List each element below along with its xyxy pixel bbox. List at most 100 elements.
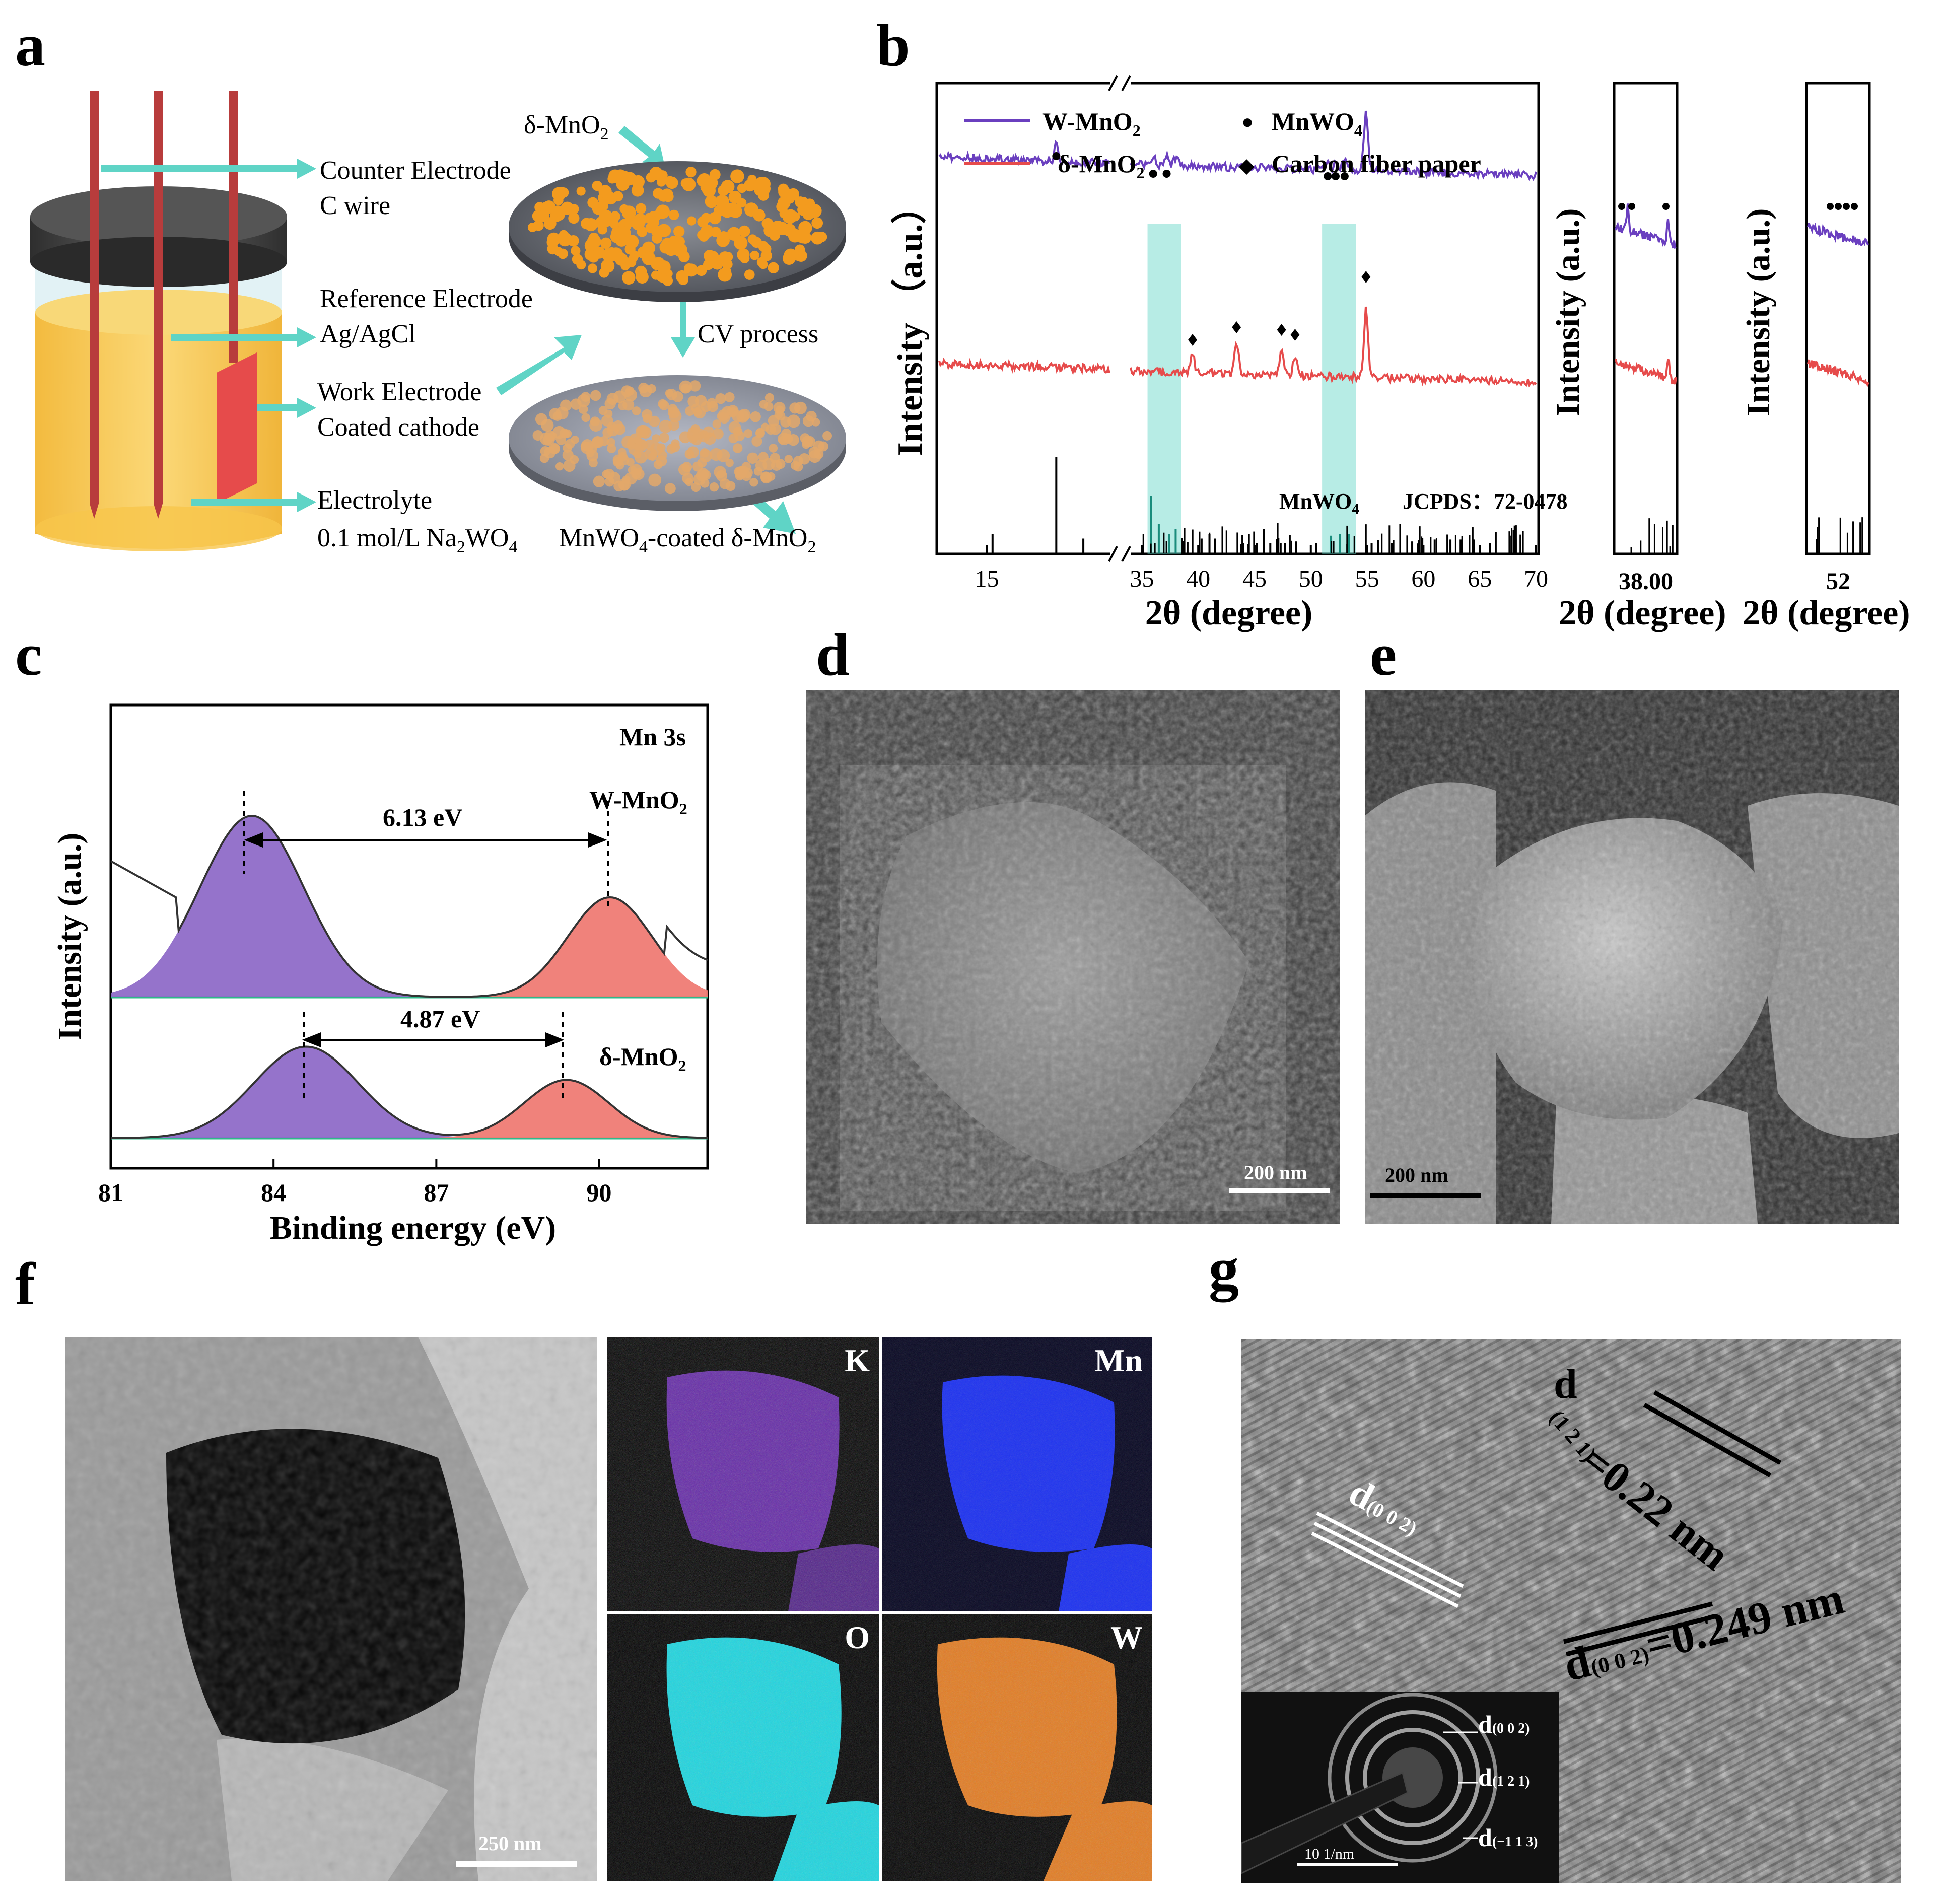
panel-label-a: a: [15, 12, 45, 79]
legend-label-delta-mno2: δ-MnO2: [1058, 150, 1145, 182]
hrtem-image-g: d (1 2 1) =0.22 nm d(0 0 2) d(0 0 2)=0.2…: [1241, 1339, 1901, 1883]
svg-text:0.1 mol/L Na2WO4: 0.1 mol/L Na2WO4: [317, 524, 517, 556]
dish-before-cv: [509, 161, 846, 302]
xps-xtick-label: 81: [98, 1178, 123, 1207]
svg-text:MnWO4-coated δ-MnO2: MnWO4-coated δ-MnO2: [559, 524, 816, 556]
panel-label-d: d: [816, 621, 850, 688]
svg-text:52: 52: [1826, 568, 1850, 595]
svg-text:Coated cathode: Coated cathode: [317, 413, 479, 442]
mnwo4-peak-marker: [1843, 203, 1850, 210]
mnwo4-peak-marker: [1662, 203, 1670, 210]
panel-a-schematic: Counter Electrode C wire Reference Elect…: [30, 91, 846, 556]
xps-envelope-w-mno2: [110, 814, 708, 998]
inset-series: [1615, 203, 1677, 249]
xrd-inset-2: Intensity (a.u.) 52 2θ (degree): [1740, 82, 1910, 632]
mnwo4-peak-marker: [1162, 170, 1171, 178]
xrd-ylabel: Intensity （a.u.）: [890, 189, 930, 456]
xrd-xtick-label: 35: [1130, 566, 1154, 592]
xrd-xtick-label: 60: [1411, 566, 1435, 592]
panel-label-g: g: [1209, 1235, 1239, 1302]
saed-ring-label-002: d(0 0 2): [1478, 1710, 1530, 1738]
panel-b-xrd-chart: 15 35 40 45 50 55 60 65 70 W-MnO2 δ-MnO2 ● MnWO4…: [890, 75, 1910, 632]
inset-series: [1807, 222, 1869, 246]
eds-map-o: O: [607, 1614, 879, 1881]
panel-label-b: b: [876, 12, 910, 79]
xps-fit-peak: [111, 1080, 708, 1138]
svg-text:CV process: CV process: [698, 320, 818, 348]
xrd-xtick-label: 15: [975, 566, 999, 592]
sem-image-e: 200 nm: [1365, 690, 1899, 1224]
svg-text:Reference Electrode: Reference Electrode: [320, 285, 533, 313]
xrd-legend: W-MnO2 δ-MnO2 ● MnWO4 ◆ Carbon fiber pap…: [964, 107, 1481, 182]
panel-label-f: f: [15, 1250, 35, 1317]
saed-ring-label-121: d(1 2 1): [1478, 1763, 1530, 1791]
xrd-xtick-label: 70: [1524, 566, 1548, 592]
svg-text:Intensity (a.u.): Intensity (a.u.): [1740, 208, 1777, 416]
sem-image-d: 200 nm: [806, 690, 1340, 1224]
callout-arrows: [101, 126, 796, 534]
svg-text:6.13 eV: 6.13 eV: [383, 803, 462, 831]
svg-text:Mn 3s: Mn 3s: [619, 723, 686, 751]
inset-series: [1807, 359, 1869, 387]
axis-break: [1108, 75, 1131, 562]
xps-annotations: Mn 3s 6.13 eV 4.87 eV W-MnO2 δ-MnO2: [383, 723, 687, 1075]
xrd-xtick-label: 50: [1299, 566, 1323, 592]
mnwo4-peak-marker: [1331, 172, 1340, 180]
eds-label-mn: Mn: [1094, 1343, 1143, 1378]
xps-fit-peak: [111, 897, 708, 997]
svg-text:Carbon fiber paper: Carbon fiber paper: [1272, 150, 1481, 178]
panel-a-labels: Counter Electrode C wire Reference Elect…: [317, 111, 818, 556]
xps-xtick-label: 87: [424, 1178, 449, 1207]
carbon-peak-marker: [1290, 329, 1300, 341]
xrd-series-w-mno2: [1130, 110, 1537, 181]
ref-label-jcpds: JCPDS：72-0478: [1403, 489, 1568, 514]
xrd-xtick-label: 40: [1186, 566, 1210, 592]
eds-map-k: K: [607, 1337, 879, 1611]
svg-text:Ag/AgCl: Ag/AgCl: [320, 320, 416, 348]
scale-bar-label-e: 200 nm: [1385, 1164, 1448, 1186]
scale-bar-label-d: 200 nm: [1244, 1161, 1307, 1184]
svg-text:Work Electrode: Work Electrode: [317, 378, 481, 406]
d121-annotation: d: [1554, 1361, 1577, 1407]
mnwo4-peak-marker: [1851, 203, 1858, 210]
xrd-inset-1: Intensity (a.u.) 38.00 2θ (degree): [1550, 82, 1726, 632]
svg-text:Electrolyte: Electrolyte: [317, 486, 432, 515]
mnwo4-peak-marker: [1149, 170, 1157, 178]
legend-label-w-mno2: W-MnO2: [1042, 107, 1141, 139]
xps-xlabel: Binding energy (eV): [270, 1210, 556, 1246]
ref-label-mnwo4: MnWO4: [1279, 489, 1359, 517]
xrd-xtick-label: 65: [1468, 566, 1492, 592]
xps-ylabel: Intensity (a.u.): [51, 833, 88, 1041]
mnwo4-peak-marker: [1827, 203, 1834, 210]
eds-label-k: K: [845, 1343, 870, 1378]
svg-text:W-MnO2: W-MnO2: [589, 786, 687, 818]
xrd-xlabel: 2θ (degree): [1145, 594, 1313, 632]
saed-inset: [1241, 1692, 1559, 1883]
panel-label-e: e: [1370, 621, 1397, 688]
xps-xtick-label: 90: [587, 1178, 612, 1207]
xrd-xtick-label: 45: [1242, 566, 1267, 592]
mnwo4-peak-marker: [1340, 172, 1349, 180]
mnwo4-peak-marker: [1052, 152, 1061, 160]
carbon-peak-marker: [1232, 321, 1241, 333]
eds-label-o: O: [845, 1619, 870, 1655]
tem-image-f: 250 nm: [65, 1337, 597, 1881]
svg-text:Intensity (a.u.): Intensity (a.u.): [1550, 208, 1586, 416]
electrolytic-cell: [30, 91, 287, 551]
svg-text:δ-MnO2: δ-MnO2: [599, 1042, 686, 1075]
peak-markers: [243, 791, 609, 1098]
panel-c-xps-chart: Mn 3s 6.13 eV 4.87 eV W-MnO2 δ-MnO2 81 84…: [51, 703, 709, 1246]
svg-text:Counter Electrode: Counter Electrode: [320, 156, 511, 185]
inset-series: [1615, 359, 1677, 385]
mnwo4-peak-marker: [1628, 203, 1635, 210]
svg-text:2θ (degree): 2θ (degree): [1743, 594, 1910, 632]
svg-text:C wire: C wire: [320, 191, 390, 220]
eds-map-mn: Mn: [882, 1337, 1152, 1611]
xps-xtick-label: 84: [261, 1178, 286, 1207]
highlight-range-1: [1322, 224, 1356, 554]
mnwo4-peak-marker: [1835, 203, 1842, 210]
mnwo4-peak-marker: [1618, 203, 1625, 210]
svg-text:4.87 eV: 4.87 eV: [400, 1005, 480, 1033]
xrd-series-delta-mno2: [938, 357, 1110, 376]
svg-text:◆: ◆: [1239, 154, 1255, 177]
